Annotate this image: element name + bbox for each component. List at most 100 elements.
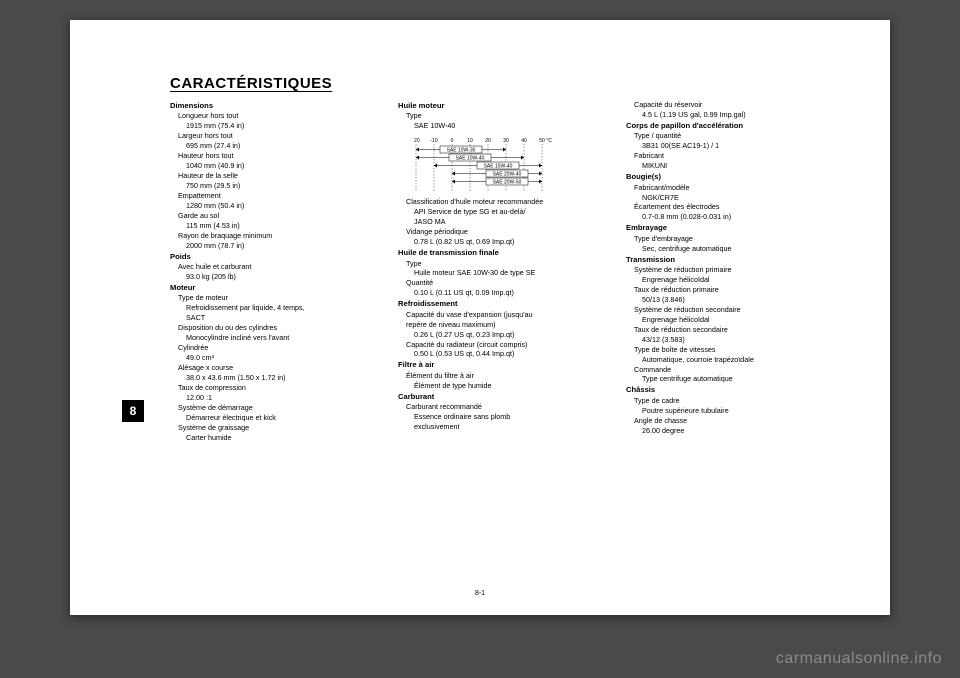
spec-value: Engrenage hélicoïdal — [642, 315, 836, 325]
manual-page: 8 CARACTÉRISTIQUES Dimensions Longueur h… — [70, 20, 890, 615]
spec-key: Écartement des électrodes — [634, 202, 836, 212]
chapter-tab: 8 — [122, 400, 144, 422]
page-title: CARACTÉRISTIQUES — [170, 75, 840, 92]
spec-value: Type centrifuge automatique — [642, 374, 836, 384]
spec-value: 50/13 (3.846) — [642, 295, 836, 305]
spec-key: Disposition du ou des cylindres — [178, 323, 380, 333]
spec-key: Garde au sol — [178, 211, 380, 221]
section-heading: Huile de transmission finale — [398, 248, 608, 258]
spec-key: Avec huile et carburant — [178, 262, 380, 272]
spec-key: Taux de réduction primaire — [634, 285, 836, 295]
spec-value: Engrenage hélicoïdal — [642, 275, 836, 285]
spec-key: Type d'embrayage — [634, 234, 836, 244]
spec-key: Type de moteur — [178, 293, 380, 303]
spec-value: 12.00 :1 — [186, 393, 380, 403]
section-heading: Bougie(s) — [626, 172, 836, 182]
spec-key: Rayon de braquage minimum — [178, 231, 380, 241]
section-heading: Corps de papillon d'accélération — [626, 121, 836, 131]
spec-value: 695 mm (27.4 in) — [186, 141, 380, 151]
spec-key: Angle de chasse — [634, 416, 836, 426]
spec-key: Largeur hors tout — [178, 131, 380, 141]
spec-value: 0.7-0.8 mm (0.028-0.031 in) — [642, 212, 836, 222]
spec-value: 43/12 (3.583) — [642, 335, 836, 345]
spec-value: MIKUNI — [642, 161, 836, 171]
spec-key: Type — [406, 259, 608, 269]
section-heading: Moteur — [170, 283, 380, 293]
spec-value: SAE 10W-40 — [414, 121, 608, 131]
spec-key: Type / quantité — [634, 131, 836, 141]
spec-key: Cylindrée — [178, 343, 380, 353]
spec-key: Type — [406, 111, 608, 121]
spec-key: Système de réduction secondaire — [634, 305, 836, 315]
spec-key: Taux de compression — [178, 383, 380, 393]
svg-text:-10: -10 — [430, 138, 437, 144]
section-heading: Dimensions — [170, 101, 380, 111]
spec-value: 0.50 L (0.53 US qt, 0.44 Imp.qt) — [414, 349, 608, 359]
svg-text:SAE 15W-40: SAE 15W-40 — [484, 164, 513, 170]
spec-key: Taux de réduction secondaire — [634, 325, 836, 335]
svg-text:40: 40 — [521, 138, 527, 144]
spec-key: Classification d'huile moteur recommandé… — [406, 197, 608, 207]
spec-value: 93.0 kg (205 lb) — [186, 272, 380, 282]
svg-text:SAE 10W-30: SAE 10W-30 — [447, 148, 476, 154]
section-heading: Transmission — [626, 255, 836, 265]
svg-text:SAE 10W-40: SAE 10W-40 — [456, 156, 485, 162]
oil-viscosity-chart: -20-1001020304050°CSAE 10W-30SAE 10W-40S… — [414, 134, 554, 194]
section-heading: Huile moteur — [398, 101, 608, 111]
spec-value: Monocylindre incliné vers l'avant — [186, 333, 380, 343]
spec-value: 38.0 x 43.6 mm (1.50 x 1.72 in) — [186, 373, 380, 383]
spec-value: 1040 mm (40.9 in) — [186, 161, 380, 171]
spec-value: exclusivement — [414, 422, 608, 432]
spec-value: 2000 mm (78.7 in) — [186, 241, 380, 251]
spec-value: 0.10 L (0.11 US qt, 0.09 Imp.qt) — [414, 288, 608, 298]
spec-value: JASO MA — [414, 217, 608, 227]
spec-value: 1915 mm (75.4 in) — [186, 121, 380, 131]
spec-key: Vidange périodique — [406, 227, 608, 237]
spec-value: 1280 mm (50.4 in) — [186, 201, 380, 211]
spec-value: 0.78 L (0.82 US qt, 0.69 Imp.qt) — [414, 237, 608, 247]
section-heading: Refroidissement — [398, 299, 608, 309]
spec-key: Quantité — [406, 278, 608, 288]
spec-key: Type de cadre — [634, 396, 836, 406]
spec-value: Huile moteur SAE 10W-30 de type SE — [414, 268, 608, 278]
svg-text:10: 10 — [467, 138, 473, 144]
spec-value: Élément de type humide — [414, 381, 608, 391]
spec-value: API Service de type SG et au-delà/ — [414, 207, 608, 217]
spec-value: NGK/CR7E — [642, 193, 836, 203]
svg-text:°C: °C — [546, 138, 552, 144]
svg-text:50: 50 — [539, 138, 545, 144]
spec-key: Carburant recommandé — [406, 402, 608, 412]
spec-key: Élément du filtre à air — [406, 371, 608, 381]
spec-key: Commande — [634, 365, 836, 375]
content-columns: Dimensions Longueur hors tout 1915 mm (7… — [170, 100, 840, 442]
spec-value: Carter humide — [186, 433, 380, 443]
section-heading: Carburant — [398, 392, 608, 402]
spec-key: Hauteur de la selle — [178, 171, 380, 181]
section-heading: Châssis — [626, 385, 836, 395]
watermark: carmanualsonline.info — [776, 650, 942, 668]
spec-value: 49.0 cm³ — [186, 353, 380, 363]
section-heading: Filtre à air — [398, 360, 608, 370]
spec-key: Hauteur hors tout — [178, 151, 380, 161]
svg-text:SAE 20W-40: SAE 20W-40 — [493, 172, 522, 178]
spec-key: Système de graissage — [178, 423, 380, 433]
spec-value: 0.26 L (0.27 US qt, 0.23 Imp.qt) — [414, 330, 608, 340]
page-number: 8-1 — [475, 590, 485, 597]
spec-value: 3B31 00(SE AC19-1) / 1 — [642, 141, 836, 151]
spec-key: Capacité du réservoir — [634, 100, 836, 110]
spec-value: Sec, centrifuge automatique — [642, 244, 836, 254]
spec-key: Fabricant — [634, 151, 836, 161]
spec-key: Système de réduction primaire — [634, 265, 836, 275]
spec-value: Essence ordinaire sans plomb — [414, 412, 608, 422]
spec-value: Démarreur électrique et kick — [186, 413, 380, 423]
spec-key: Empattement — [178, 191, 380, 201]
svg-text:0: 0 — [451, 138, 454, 144]
spec-key: Capacité du vase d'expansion (jusqu'au — [406, 310, 608, 320]
spec-value: 115 mm (4.53 in) — [186, 221, 380, 231]
spec-value: 750 mm (29.5 in) — [186, 181, 380, 191]
spec-key: Capacité du radiateur (circuit compris) — [406, 340, 608, 350]
spec-key: Longueur hors tout — [178, 111, 380, 121]
spec-key: Alésage x course — [178, 363, 380, 373]
spec-value: Automatique, courroie trapézoïdale — [642, 355, 836, 365]
column-1: Dimensions Longueur hors tout 1915 mm (7… — [170, 100, 380, 442]
